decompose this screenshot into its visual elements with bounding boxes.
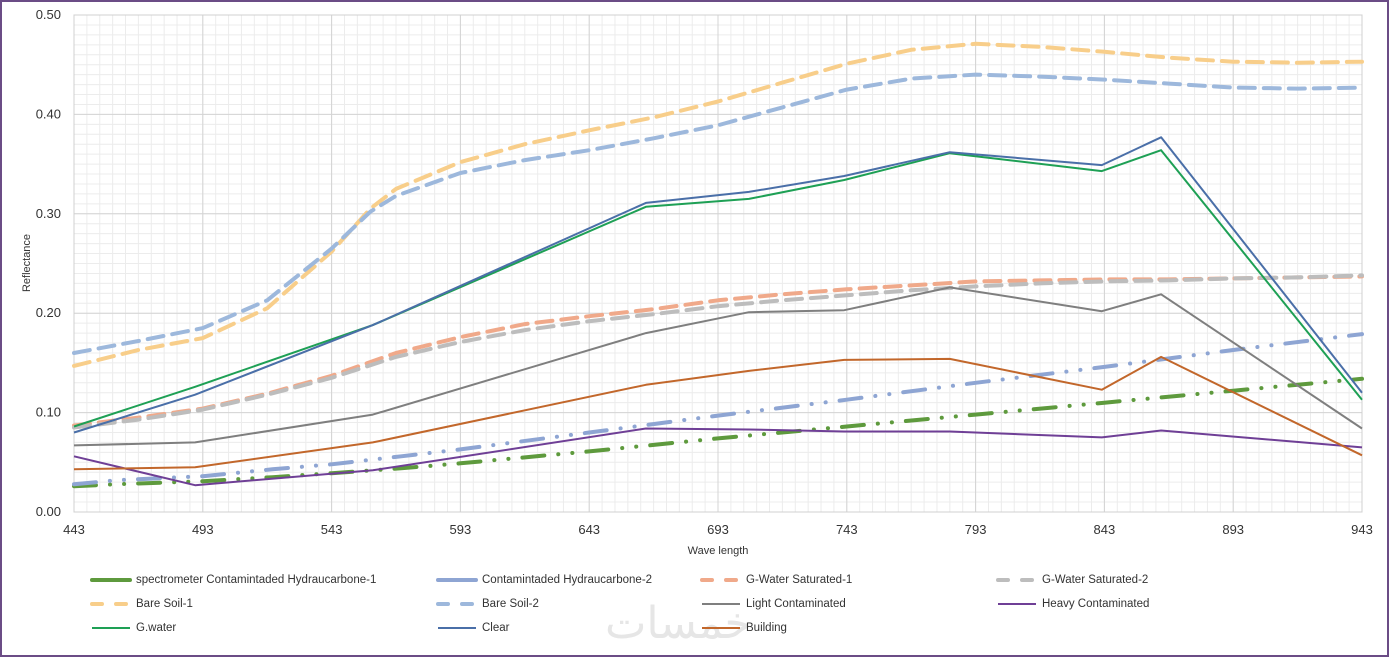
watermark-text: خمسات bbox=[605, 598, 752, 649]
x-tick-label: 943 bbox=[1351, 522, 1373, 537]
legend-label: Building bbox=[746, 622, 787, 634]
series-layer bbox=[72, 41, 1364, 489]
legend-label: G-Water Saturated-1 bbox=[746, 574, 853, 586]
x-tick-label: 793 bbox=[965, 522, 987, 537]
legend-swatch bbox=[702, 627, 740, 629]
series-line-clear bbox=[73, 136, 1363, 434]
legend-item: G-Water Saturated-1 bbox=[700, 574, 852, 586]
legend-swatch bbox=[700, 578, 742, 582]
legend-item: Light Contaminated bbox=[700, 598, 846, 610]
legend-label: Light Contaminated bbox=[746, 598, 846, 610]
x-tick-label: 843 bbox=[1094, 522, 1116, 537]
legend-item: G.water bbox=[90, 622, 176, 634]
legend-label: Contamintaded Hydraucarbone-2 bbox=[482, 574, 653, 586]
x-axis-title: Wave length bbox=[688, 545, 749, 557]
legend-swatch bbox=[92, 627, 130, 629]
legend-label: Bare Soil-2 bbox=[482, 598, 539, 610]
legend-item: spectrometer Contamintaded Hydraucarbone… bbox=[90, 574, 376, 586]
x-tick-label: 643 bbox=[578, 522, 600, 537]
series-line-building bbox=[73, 355, 1363, 471]
series-line-spectrometer-contamintaded-hydraucarbone-1 bbox=[72, 376, 1364, 489]
y-tick-label: 0.20 bbox=[36, 305, 61, 320]
series-line-heavy-contaminated bbox=[73, 427, 1363, 487]
legend-swatch bbox=[438, 627, 476, 629]
legend-item: Bare Soil-1 bbox=[90, 598, 193, 610]
legend-label: G-Water Saturated-2 bbox=[1042, 574, 1149, 586]
x-tick-label: 443 bbox=[63, 522, 85, 537]
series-line-light-contaminated bbox=[73, 286, 1363, 447]
legend-swatch bbox=[436, 602, 478, 606]
x-tick-label: 493 bbox=[192, 522, 214, 537]
legend-item: Heavy Contaminated bbox=[996, 598, 1149, 610]
y-tick-label: 0.40 bbox=[36, 106, 61, 121]
legend-item: Bare Soil-2 bbox=[436, 598, 539, 610]
plot-area-border bbox=[73, 14, 1363, 513]
series-line-bare-soil-1 bbox=[72, 41, 1364, 368]
legend-item: G-Water Saturated-2 bbox=[996, 574, 1148, 586]
x-tick-label: 543 bbox=[321, 522, 343, 537]
legend-label: spectrometer Contamintaded Hydraucarbone… bbox=[136, 574, 377, 586]
legend-swatch bbox=[998, 603, 1036, 605]
x-tick-label: 593 bbox=[450, 522, 472, 537]
plot-area bbox=[73, 14, 1363, 513]
legend-item: Clear bbox=[436, 622, 509, 634]
x-tick-label: 743 bbox=[836, 522, 858, 537]
series-line-g-water bbox=[73, 149, 1363, 428]
y-tick-label: 0.30 bbox=[36, 206, 61, 221]
y-tick-label: 0.50 bbox=[36, 7, 61, 22]
legend-label: Clear bbox=[482, 622, 510, 634]
x-tick-label: 693 bbox=[707, 522, 729, 537]
legend-swatch bbox=[90, 602, 132, 606]
y-tick-label: 0.10 bbox=[36, 405, 61, 420]
legend-swatch bbox=[996, 578, 1038, 582]
y-tick-label: 0.00 bbox=[36, 504, 61, 519]
series-line-contamintaded-hydraucarbone-2 bbox=[72, 332, 1364, 487]
x-tick-label: 893 bbox=[1222, 522, 1244, 537]
series-line-bare-soil-2 bbox=[72, 72, 1364, 355]
legend-swatch bbox=[90, 578, 132, 582]
legend-swatch bbox=[702, 603, 740, 605]
legend-label: Bare Soil-1 bbox=[136, 598, 193, 610]
y-axis-title: Reflectance bbox=[21, 234, 33, 292]
legend-item: Building bbox=[700, 622, 787, 634]
legend-label: G.water bbox=[136, 622, 177, 634]
y-axis-ticks: 0.00 0.10 0.20 0.30 0.40 0.50 bbox=[36, 7, 61, 519]
series-line-g-water-saturated-2 bbox=[72, 273, 1364, 430]
legend-item: Contamintaded Hydraucarbone-2 bbox=[436, 574, 652, 586]
x-axis-ticks: 443 493 543 593 643 693 743 793 843 893 943 bbox=[63, 522, 1373, 537]
legend-label: Heavy Contaminated bbox=[1042, 598, 1150, 610]
legend-swatch bbox=[436, 578, 478, 582]
